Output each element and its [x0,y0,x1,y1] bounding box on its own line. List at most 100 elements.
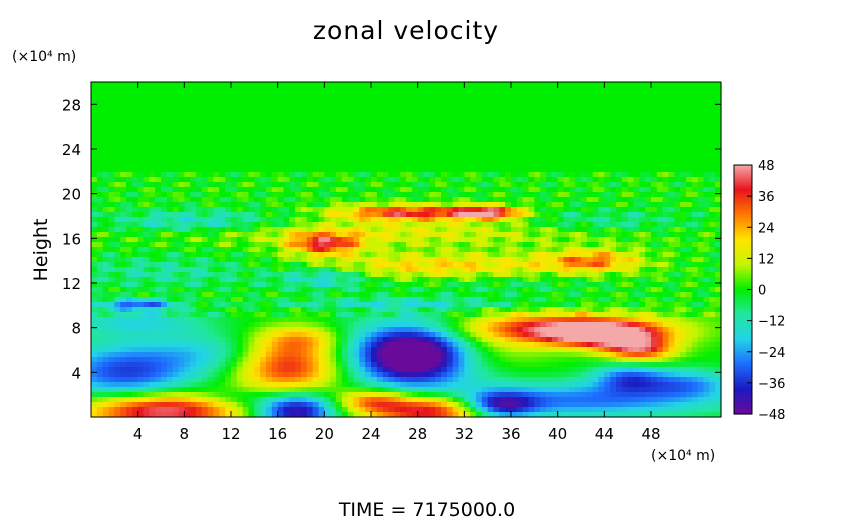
heatmap-cell [295,142,302,148]
heatmap-cell [411,162,419,168]
heatmap-cell [592,147,600,153]
heatmap-cell [703,157,710,163]
heatmap-cell [493,137,500,143]
heatmap-cell [604,152,611,158]
heatmap-cell [318,87,325,93]
heatmap-cell [225,267,232,273]
heatmap-cell [283,282,290,288]
heatmap-cell [592,107,600,113]
heatmap-cell [493,282,500,288]
heatmap-cell [400,147,407,153]
heatmap-cell [114,237,121,243]
heatmap-cell [312,192,320,198]
heatmap-cell [680,247,687,253]
heatmap-cell [639,212,646,218]
heatmap-cell [528,102,535,108]
heatmap-cell [207,152,215,158]
heatmap-cell [114,197,121,203]
heatmap-cell [155,182,162,188]
heatmap-cell [522,192,530,198]
heatmap-cell [633,117,640,123]
heatmap-cell [633,122,640,128]
heatmap-cell [505,177,512,183]
heatmap-cell [213,207,220,213]
heatmap-cell [277,182,285,188]
heatmap-cell [522,162,530,168]
heatmap-cell [668,127,675,133]
heatmap-cell [108,237,115,243]
heatmap-cell [668,237,675,243]
heatmap-cell [651,152,658,158]
heatmap-cell [493,212,500,218]
heatmap-cell [662,202,670,208]
heatmap-cell [703,267,710,273]
heatmap-cell [429,277,436,283]
heatmap-cell [627,217,635,223]
heatmap-cell [621,272,629,278]
heatmap-cell [651,157,658,163]
heatmap-cell [668,292,675,298]
heatmap-cell [651,192,658,198]
heatmap-cell [458,132,465,138]
heatmap-cell [260,167,267,173]
heatmap-cell [534,257,541,263]
heatmap-cell [406,302,413,308]
heatmap-cell [703,242,710,248]
heatmap-cell [528,217,535,223]
heatmap-cell [604,97,611,103]
heatmap-cell [207,197,215,203]
heatmap-cell [516,247,524,253]
heatmap-cell [295,207,302,213]
heatmap-cell [534,237,541,243]
heatmap-cell [516,117,524,123]
heatmap-cell [254,152,261,158]
heatmap-cell [581,217,588,223]
heatmap-cell [476,167,483,173]
heatmap-cell [656,137,664,143]
heatmap-cell [271,182,279,188]
heatmap-cell [511,292,518,298]
heatmap-cell [236,282,244,288]
heatmap-cell [435,142,442,148]
heatmap-cell [96,137,104,143]
heatmap-cell [441,272,448,278]
heatmap-cell [114,167,121,173]
heatmap-cell [289,277,296,283]
heatmap-cell [493,242,500,248]
heatmap-cell [680,207,687,213]
heatmap-cell [120,182,127,188]
heatmap-cell [96,162,104,168]
heatmap-cell [266,222,273,228]
heatmap-cell [126,277,133,283]
heatmap-cell [271,307,279,313]
heatmap-cell [330,222,337,228]
heatmap-cell [184,167,191,173]
heatmap-cell [318,272,325,278]
heatmap-cell [213,122,220,128]
heatmap-cell [260,302,267,308]
heatmap-cell [406,237,413,243]
heatmap-cell [604,117,611,123]
heatmap-cell [481,297,489,303]
heatmap-cell [674,277,681,283]
heatmap-cell [382,97,390,103]
heatmap-cell [149,217,156,223]
heatmap-cell [400,107,407,113]
heatmap-cell [411,147,419,153]
heatmap-cell [172,307,180,313]
heatmap-cell [260,242,267,248]
heatmap-cell [709,97,716,103]
heatmap-cell [674,97,681,103]
heatmap-cell [581,132,588,138]
heatmap-cell [417,227,425,233]
heatmap-cell [516,262,524,268]
heatmap-cell [499,127,506,133]
heatmap-cell [429,252,436,258]
heatmap-cell [674,292,681,298]
heatmap-cell [516,137,524,143]
heatmap-cell [260,97,267,103]
heatmap-cell [499,142,506,148]
heatmap-cell [207,232,215,238]
heatmap-cell [662,132,670,138]
heatmap-cell [441,232,448,238]
